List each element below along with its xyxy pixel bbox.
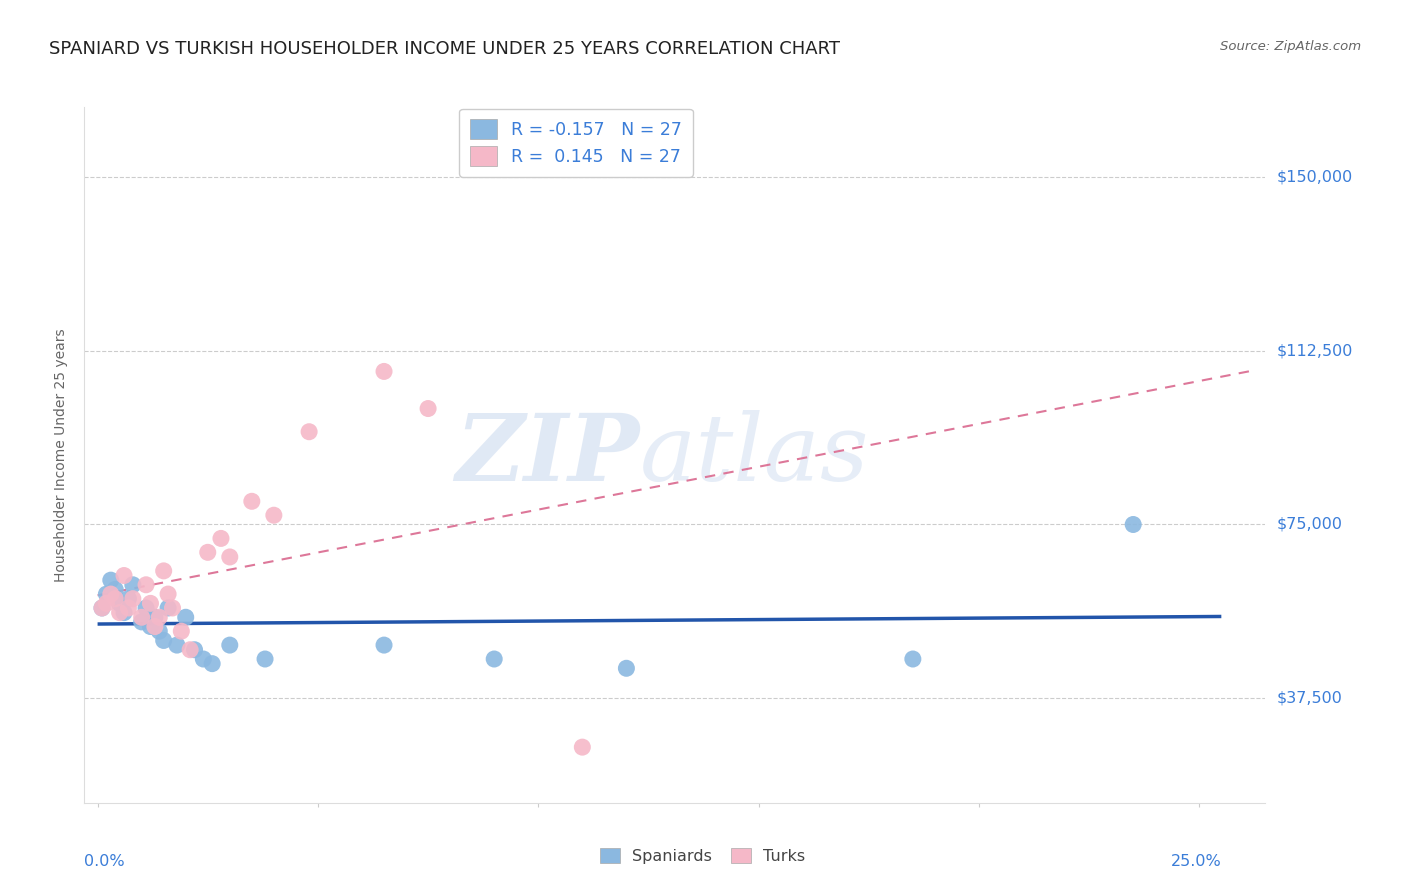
Point (197, 545, 219, 559)
Point (218, 549, 240, 564)
Point (143, 610, 166, 624)
Point (112, 606, 135, 620)
Point (482, 652, 505, 666)
Text: Source: ZipAtlas.com: Source: ZipAtlas.com (1220, 40, 1361, 54)
Point (143, 619, 166, 633)
Point (193, 652, 215, 666)
Point (96, 587, 118, 601)
Point (170, 624, 193, 639)
Point (139, 596, 162, 610)
Point (139, 619, 162, 633)
Point (616, 661, 638, 675)
Point (131, 610, 153, 624)
Point (152, 633, 174, 648)
Text: atlas: atlas (640, 410, 869, 500)
Point (179, 642, 201, 657)
Point (135, 601, 157, 615)
Point (117, 601, 139, 615)
Point (91, 601, 114, 615)
Point (157, 587, 180, 601)
Point (148, 610, 170, 624)
Point (104, 582, 127, 597)
Point (104, 591, 127, 606)
Point (96, 596, 118, 610)
Point (91, 601, 114, 615)
Point (201, 657, 224, 671)
Text: ZIP: ZIP (456, 410, 640, 500)
Point (152, 564, 174, 578)
Point (166, 638, 188, 652)
Point (121, 591, 143, 606)
Text: $112,500: $112,500 (1277, 343, 1353, 358)
Point (218, 638, 240, 652)
Point (1122, 517, 1144, 532)
Point (100, 587, 122, 601)
Point (108, 596, 131, 610)
Point (162, 601, 184, 615)
Point (183, 642, 205, 657)
Y-axis label: Householder Income Under 25 years: Householder Income Under 25 years (55, 328, 69, 582)
Point (298, 425, 321, 439)
Legend: R = -0.157   N = 27, R =  0.145   N = 27: R = -0.157 N = 27, R = 0.145 N = 27 (460, 109, 693, 177)
Point (240, 494, 263, 508)
Point (209, 532, 232, 546)
Point (121, 578, 143, 592)
Legend: Spaniards, Turks: Spaniards, Turks (595, 842, 811, 871)
Text: 0.0%: 0.0% (84, 854, 125, 869)
Text: $150,000: $150,000 (1277, 169, 1353, 184)
Text: $75,000: $75,000 (1277, 517, 1343, 532)
Text: SPANIARD VS TURKISH HOUSEHOLDER INCOME UNDER 25 YEARS CORRELATION CHART: SPANIARD VS TURKISH HOUSEHOLDER INCOME U… (49, 40, 841, 58)
Point (416, 401, 439, 416)
Point (100, 573, 122, 587)
Point (254, 652, 277, 666)
Point (901, 652, 924, 666)
Point (131, 615, 153, 629)
Point (108, 606, 131, 620)
Point (135, 578, 157, 592)
Text: $37,500: $37,500 (1277, 691, 1343, 706)
Point (373, 638, 395, 652)
Point (157, 601, 180, 615)
Text: 25.0%: 25.0% (1171, 854, 1222, 869)
Point (263, 508, 285, 523)
Point (571, 740, 593, 755)
Point (174, 610, 197, 624)
Point (112, 568, 135, 582)
Point (148, 624, 170, 639)
Point (117, 591, 139, 606)
Point (373, 364, 395, 378)
